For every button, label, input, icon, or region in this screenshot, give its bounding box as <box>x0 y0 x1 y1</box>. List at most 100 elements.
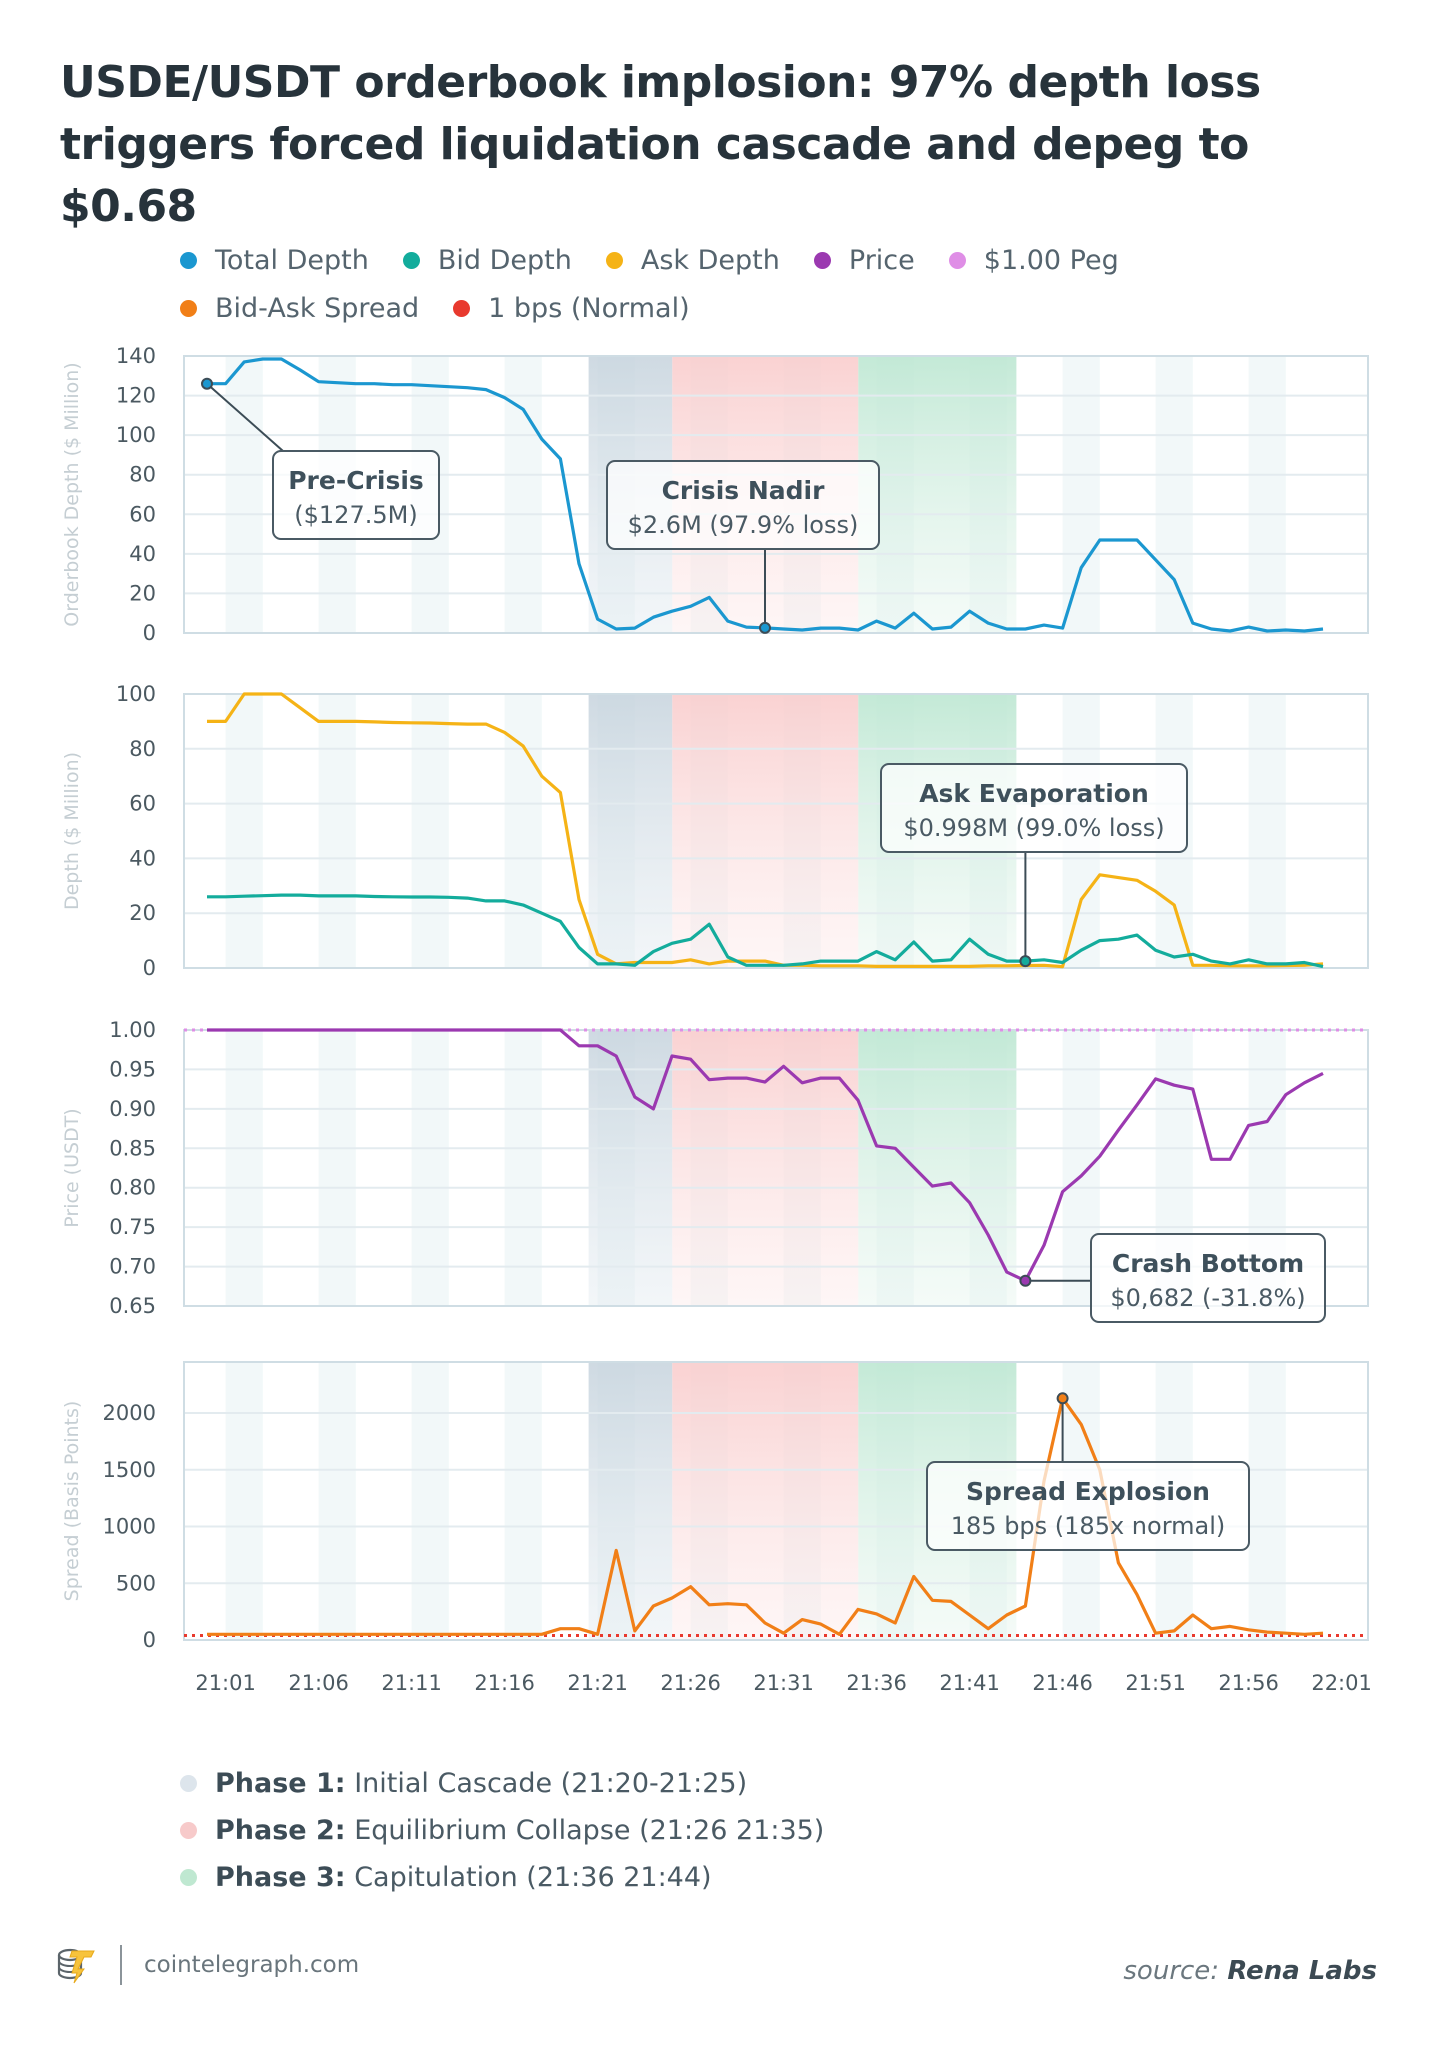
y-tick-label: 0.70 <box>109 1255 156 1279</box>
background-band <box>318 1030 356 1306</box>
background-band <box>225 1030 263 1306</box>
y-tick-label: 1500 <box>103 1458 156 1482</box>
legend-row-2: Bid-Ask Spread 1 bps (Normal) <box>180 284 1280 332</box>
y-tick-label: 0 <box>143 1628 156 1652</box>
footer-separator <box>120 1945 122 1985</box>
annotation-marker[interactable] <box>1019 1274 1032 1287</box>
y-tick-label: 2000 <box>103 1401 156 1425</box>
x-tick-label: 21:41 <box>939 1671 1000 1695</box>
annotation-box <box>926 1461 1250 1551</box>
annotation-marker[interactable] <box>1056 1392 1069 1405</box>
background-band <box>1155 356 1193 633</box>
ask-depth-swatch-icon <box>605 251 623 269</box>
phase-1-swatch-icon <box>180 1775 197 1792</box>
source-credit: source: Rena Labs <box>1123 1956 1377 1986</box>
legend-item-price[interactable]: Price <box>813 245 915 276</box>
legend-row-1: Total Depth Bid Depth Ask Depth Price $1… <box>180 236 1280 284</box>
y-tick-label: 1.00 <box>109 1018 156 1042</box>
phase-legend-item-3: Phase 3: Capitulation (21:36 21:44) <box>180 1854 824 1901</box>
y-tick-label: 0.65 <box>109 1294 156 1318</box>
phase-2-band <box>672 1030 859 1306</box>
cointelegraph-logo-icon <box>57 1948 95 1984</box>
bid-depth-swatch-icon <box>402 251 420 269</box>
charts-canvas: 0 20 40 60 80 100 120 140 Orderbook Depth ($ Mil… <box>61 344 1372 1695</box>
phase-2-label: Phase 2: <box>215 1815 346 1846</box>
background-band <box>411 1362 449 1640</box>
phase-1-band <box>588 1030 673 1306</box>
legend-item-total-depth[interactable]: Total Depth <box>180 245 369 276</box>
x-tick-label: 21:16 <box>474 1671 535 1695</box>
series-line-price <box>207 1028 1324 1283</box>
annotation-title: Crash Bottom <box>1112 1249 1304 1278</box>
y-tick-label: 80 <box>129 737 156 761</box>
phase-3-desc: Capitulation (21:36 21:44) <box>354 1862 712 1893</box>
price-swatch-icon <box>813 251 831 269</box>
background-band <box>1248 1362 1286 1640</box>
legend-item-peg[interactable]: $1.00 Peg <box>948 245 1119 276</box>
series-line-bid-depth <box>207 893 1324 969</box>
background-band <box>318 1362 356 1640</box>
legend-label: 1 bps (Normal) <box>488 292 690 324</box>
background-band <box>225 356 263 633</box>
annotation-title: Crisis Nadir <box>662 476 826 505</box>
x-tick-label: 21:11 <box>381 1671 442 1695</box>
phase-2-desc: Equilibrium Collapse (21:26 21:35) <box>354 1815 825 1846</box>
phase-legend: Phase 1: Initial Cascade (21:20-21:25) P… <box>180 1760 824 1901</box>
background-band <box>504 694 542 968</box>
annotation-value: ($127.5M) <box>294 501 417 529</box>
legend-label: Ask Depth <box>640 244 780 276</box>
plot-frame <box>183 1361 1369 1641</box>
legend-item-normal-bps[interactable]: 1 bps (Normal) <box>453 292 690 324</box>
annotation-marker[interactable] <box>759 621 771 634</box>
source-prefix: source: <box>1123 1956 1220 1986</box>
y-tick-label: 500 <box>116 1571 156 1595</box>
y-tick-label: 60 <box>129 792 156 816</box>
background-band <box>1248 356 1286 633</box>
annotation-connector <box>206 382 284 452</box>
y-tick-label: 40 <box>129 846 156 870</box>
y-tick-label: 1000 <box>103 1515 156 1539</box>
phase-legend-item-1: Phase 1: Initial Cascade (21:20-21:25) <box>180 1760 824 1807</box>
background-band <box>1248 694 1286 968</box>
phase-2-band <box>672 694 859 968</box>
annotation-value: $0,682 (-31.8%) <box>1110 1284 1305 1312</box>
series-line-bid-ask-spread <box>207 1396 1324 1636</box>
x-tick-label: 21:06 <box>288 1671 349 1695</box>
y-tick-label: 0.95 <box>109 1057 156 1081</box>
annotation-title: Ask Evaporation <box>919 779 1149 808</box>
legend-item-bid-depth[interactable]: Bid Depth <box>402 244 572 276</box>
annotation-marker[interactable] <box>201 377 213 390</box>
legend-item-spread[interactable]: Bid-Ask Spread <box>180 293 419 324</box>
phase-1-label: Phase 1: <box>215 1768 346 1799</box>
legend-item-ask-depth[interactable]: Ask Depth <box>605 244 780 276</box>
background-band <box>225 1362 263 1640</box>
phase-legend-item-2: Phase 2: Equilibrium Collapse (21:26 21:… <box>180 1807 824 1854</box>
phase-2-band <box>672 1362 859 1640</box>
series-legend: Total Depth Bid Depth Ask Depth Price $1… <box>180 236 1280 332</box>
y-tick-label: 100 <box>116 423 156 447</box>
legend-label: Total Depth <box>215 244 369 276</box>
site-name[interactable]: cointelegraph.com <box>144 1952 360 1978</box>
legend-label: Bid-Ask Spread <box>215 292 420 324</box>
phase-1-band <box>588 1362 673 1640</box>
annotation-marker[interactable] <box>1019 955 1032 968</box>
y-tick-label: 0.90 <box>109 1097 156 1121</box>
annotation-value: $0.998M (99.0% loss) <box>903 814 1164 842</box>
background-band <box>318 694 356 968</box>
plot-frame <box>183 693 1369 969</box>
phase-3-band <box>858 1030 1017 1306</box>
spread-swatch-icon <box>180 299 197 317</box>
annotation-title: Pre-Crisis <box>288 466 424 495</box>
x-tick-label: 21:51 <box>1125 1671 1186 1695</box>
y-axis-title: Price (USDT) <box>61 1108 83 1227</box>
x-tick-label: 21:26 <box>660 1671 721 1695</box>
y-tick-label: 80 <box>129 463 156 487</box>
phase-1-desc: Initial Cascade (21:20-21:25) <box>354 1768 748 1799</box>
x-tick-label: 22:01 <box>1311 1671 1372 1695</box>
series-line-ask-depth <box>207 692 1324 969</box>
peg-swatch-icon <box>948 251 966 269</box>
y-tick-label: 0 <box>143 621 156 645</box>
legend-label: Bid Depth <box>437 244 572 276</box>
background-band <box>225 694 263 968</box>
y-tick-label: 0 <box>143 956 156 980</box>
